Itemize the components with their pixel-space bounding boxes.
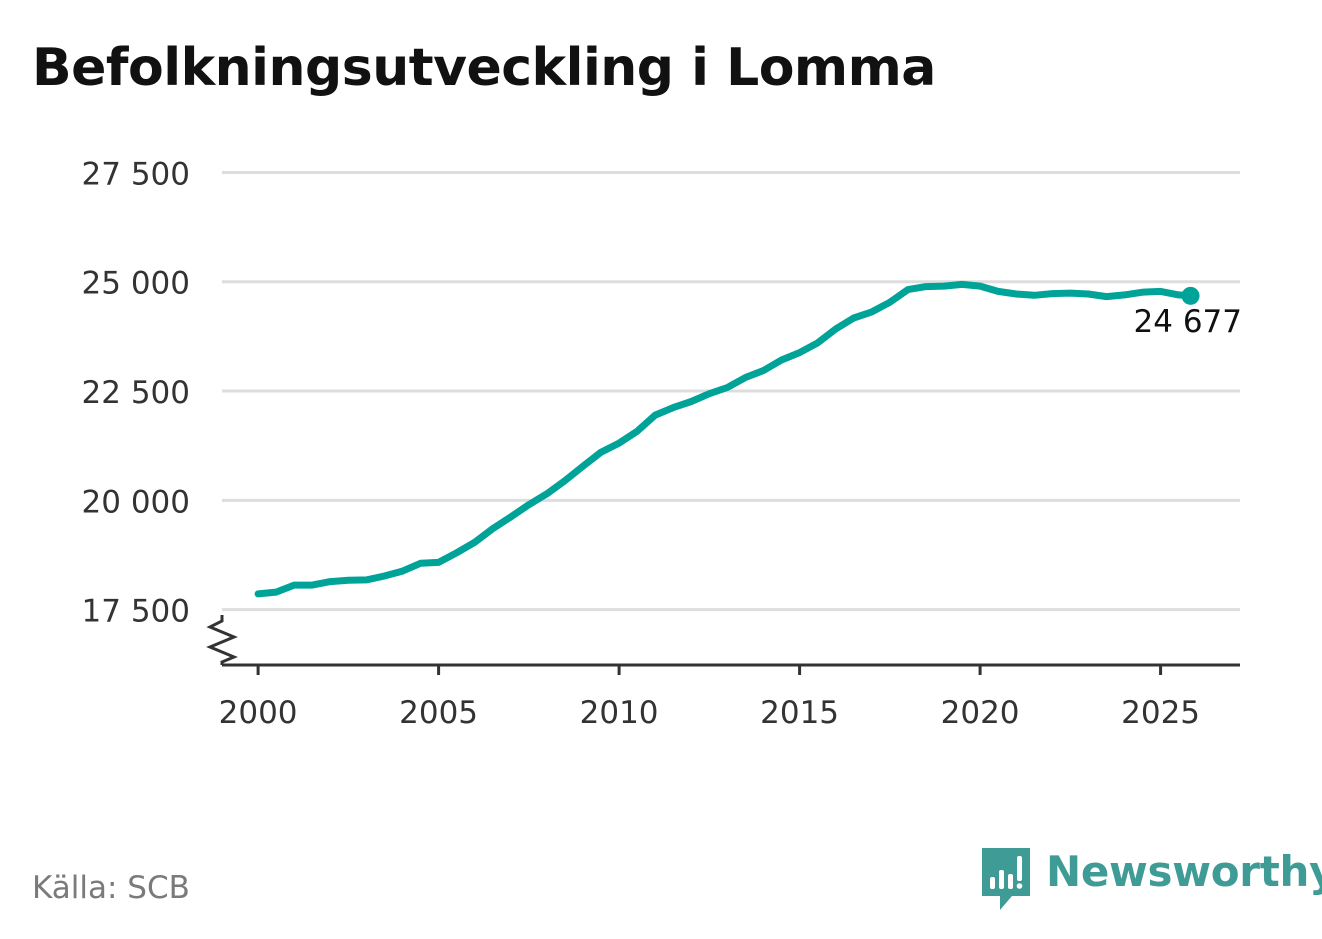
chart-title: Befolkningsutveckling i Lomma [32,38,936,98]
y-tick-label-22500: 22 500 [82,375,190,411]
series-line-lomma [254,280,1194,598]
data-series: 24 677 [254,280,1242,598]
x-tick-label-2015: 2015 [760,695,839,731]
x-tick-label-2020: 2020 [941,695,1020,731]
last-value-label: 24 677 [1134,304,1242,340]
x-axis: 2000 2005 2010 2015 2020 2025 [206,615,1240,731]
brand-name: Newsworthy [1046,847,1322,896]
x-tick-label-2010: 2010 [580,695,659,731]
y-tick-label-25000: 25 000 [82,266,190,302]
y-tick-label-17500: 17 500 [82,594,190,630]
brand-logo: Newsworthy [980,846,1322,914]
x-tick-label-2005: 2005 [399,695,478,731]
x-tick-label-2000: 2000 [219,695,298,731]
gridlines [222,170,1240,612]
y-tick-label-20000: 20 000 [82,484,190,520]
bar-chart-speech-bubble-icon [982,848,1030,910]
x-tick-label-2025: 2025 [1121,695,1200,731]
y-tick-label-27500: 27 500 [82,156,190,192]
y-axis-tick-labels: 17 500 20 000 22 500 25 000 27 500 [82,156,190,629]
y-axis-break-mark [206,615,238,665]
last-point-marker [1181,286,1200,305]
source-note: Källa: SCB [32,870,190,906]
